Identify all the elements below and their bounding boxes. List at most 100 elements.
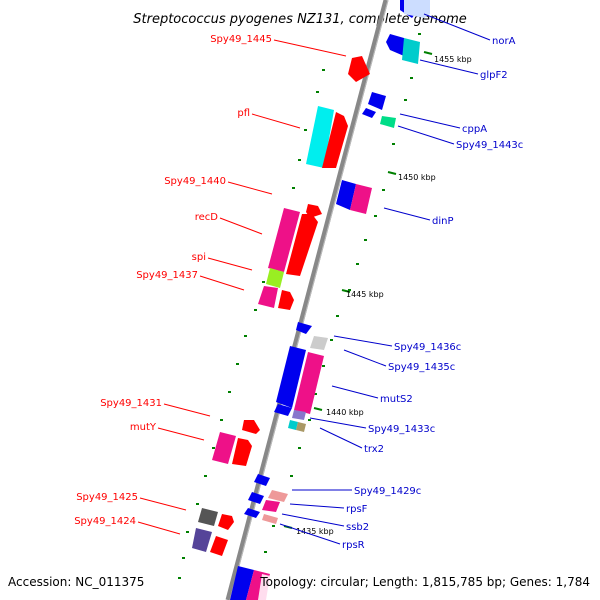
scale-tick (313, 407, 323, 411)
gene-label-Spy49_1435c[interactable]: Spy49_1435c (388, 362, 455, 373)
gene-block-g (248, 492, 264, 504)
gene-label-Spy49_1443c[interactable]: Spy49_1443c (456, 140, 523, 151)
gene-dinP-partner (350, 184, 372, 214)
gene-block-d (296, 322, 312, 334)
gene-Spy49_1425-partner (218, 514, 234, 530)
gene-label-Spy49_1440[interactable]: Spy49_1440 (164, 176, 226, 187)
leader-line (219, 217, 263, 235)
scale-tick (341, 289, 351, 293)
gene-spi-shape (266, 268, 284, 288)
scale-tick-label: 1440 kbp (326, 408, 364, 417)
scale-tick (423, 51, 433, 55)
gene-block-j (258, 574, 270, 600)
gene-cppA-shape (380, 116, 396, 128)
gene-label-cppA[interactable]: cppA (462, 124, 487, 135)
gene-Spy49_1437-shape (258, 286, 278, 308)
leader-line (419, 59, 479, 75)
gene-label-Spy49_1431[interactable]: Spy49_1431 (100, 398, 162, 409)
gene-pfl-partner (322, 112, 348, 168)
gene-Spy49_1431-shape (242, 420, 260, 434)
gene-block-e (274, 404, 292, 416)
gene-block-b (368, 92, 386, 110)
gene-rpsR-shape (262, 514, 278, 524)
leader-line (397, 125, 455, 145)
gene-label-rpsF[interactable]: rpsF (346, 504, 368, 515)
gene-label-spi[interactable]: spi (192, 252, 206, 263)
gene-Spy49_1436c-shape (310, 336, 328, 350)
gene-Spy49_1433c-shape (292, 410, 306, 420)
leader-line (383, 207, 431, 221)
leader-line (137, 521, 181, 535)
leader-line (157, 427, 205, 441)
gene-label-ssb2[interactable]: ssb2 (346, 522, 369, 533)
gene-label-norA[interactable]: norA (492, 36, 516, 47)
gene-label-trx2[interactable]: trx2 (364, 444, 384, 455)
gene-pfl-shape (306, 106, 334, 168)
gene-norA-shadow (404, 0, 430, 18)
gene-Spy49_1424-partner (210, 536, 228, 556)
leader-line (139, 497, 187, 511)
scale-tick-label: 1445 kbp (346, 290, 384, 299)
gene-mutS2-partner (294, 352, 324, 414)
scale-tick-label: 1450 kbp (398, 173, 436, 182)
gene-Spy49_1424-shape (192, 528, 212, 552)
gene-block-h (230, 566, 254, 600)
leader-line (333, 335, 393, 347)
leader-line (279, 523, 341, 545)
leader-line (207, 257, 253, 271)
gene-label-Spy49_1436c[interactable]: Spy49_1436c (394, 342, 461, 353)
gene-label-glpF2[interactable]: glpF2 (480, 70, 508, 81)
gene-block-a (386, 34, 404, 56)
leader-line (281, 513, 345, 527)
gene-label-pfl[interactable]: pfl (237, 108, 250, 119)
gene-label-dinP[interactable]: dinP (432, 216, 454, 227)
leader-line (309, 417, 367, 429)
gene-Spy49_1425-shape (198, 508, 218, 526)
gene-label-mutS2[interactable]: mutS2 (380, 394, 413, 405)
feature-layer (192, 0, 430, 600)
gene-label-Spy49_1424[interactable]: Spy49_1424 (74, 516, 136, 527)
gene-mutY-partner (232, 438, 252, 466)
leader-line (227, 181, 273, 195)
scale-tick-label: 1435 kbp (296, 527, 334, 536)
gene-label-Spy49_1429c[interactable]: Spy49_1429c (354, 486, 421, 497)
accession-text: Accession: NC_011375 (8, 575, 144, 589)
gene-dinP-shape (336, 180, 356, 210)
gene-label-Spy49_1425[interactable]: Spy49_1425 (76, 492, 138, 503)
leader-line (319, 427, 363, 449)
gene-ssb2-shape (244, 508, 260, 518)
leader-line (251, 113, 301, 129)
gene-mutY-shape (212, 432, 236, 464)
gene-label-Spy49_1437[interactable]: Spy49_1437 (136, 270, 198, 281)
gene-label-Spy49_1433c[interactable]: Spy49_1433c (368, 424, 435, 435)
gene-label-rpsR[interactable]: rpsR (342, 540, 365, 551)
gene-label-mutY[interactable]: mutY (130, 422, 157, 433)
gene-Spy49_1429c-shape (268, 490, 288, 502)
leader-line (399, 113, 461, 129)
scale-tick-label: 1455 kbp (434, 55, 472, 64)
gene-block-c (362, 108, 376, 118)
gene-trx2-shape (288, 420, 298, 430)
gene-recD-shape (268, 208, 300, 272)
gene-block-f (254, 474, 270, 486)
leader-line (289, 503, 345, 509)
leader-line (331, 385, 379, 399)
leader-line (273, 39, 347, 57)
gene-mutS2-shape (276, 346, 306, 408)
gene-label-Spy49_1445[interactable]: Spy49_1445 (210, 34, 272, 45)
tick-layer: 1455 kbp 1450 kbp 1445 kbp 1440 kbp 1435 kbp (178, 33, 472, 579)
gene-Spy49_1437-partner (278, 290, 294, 310)
summary-text: Topology: circular; Length: 1,815,785 bp… (259, 575, 590, 589)
leader-line (199, 275, 245, 291)
gene-trx2-partner (296, 422, 306, 432)
leader-line (163, 403, 211, 417)
gene-label-recD[interactable]: recD (195, 212, 219, 223)
leader-line (343, 349, 387, 367)
gene-recD-partner (286, 214, 318, 276)
gene-rpsF-shape (262, 500, 280, 512)
gene-Spy49_1445-shape (348, 56, 370, 82)
leader-line (423, 13, 491, 41)
